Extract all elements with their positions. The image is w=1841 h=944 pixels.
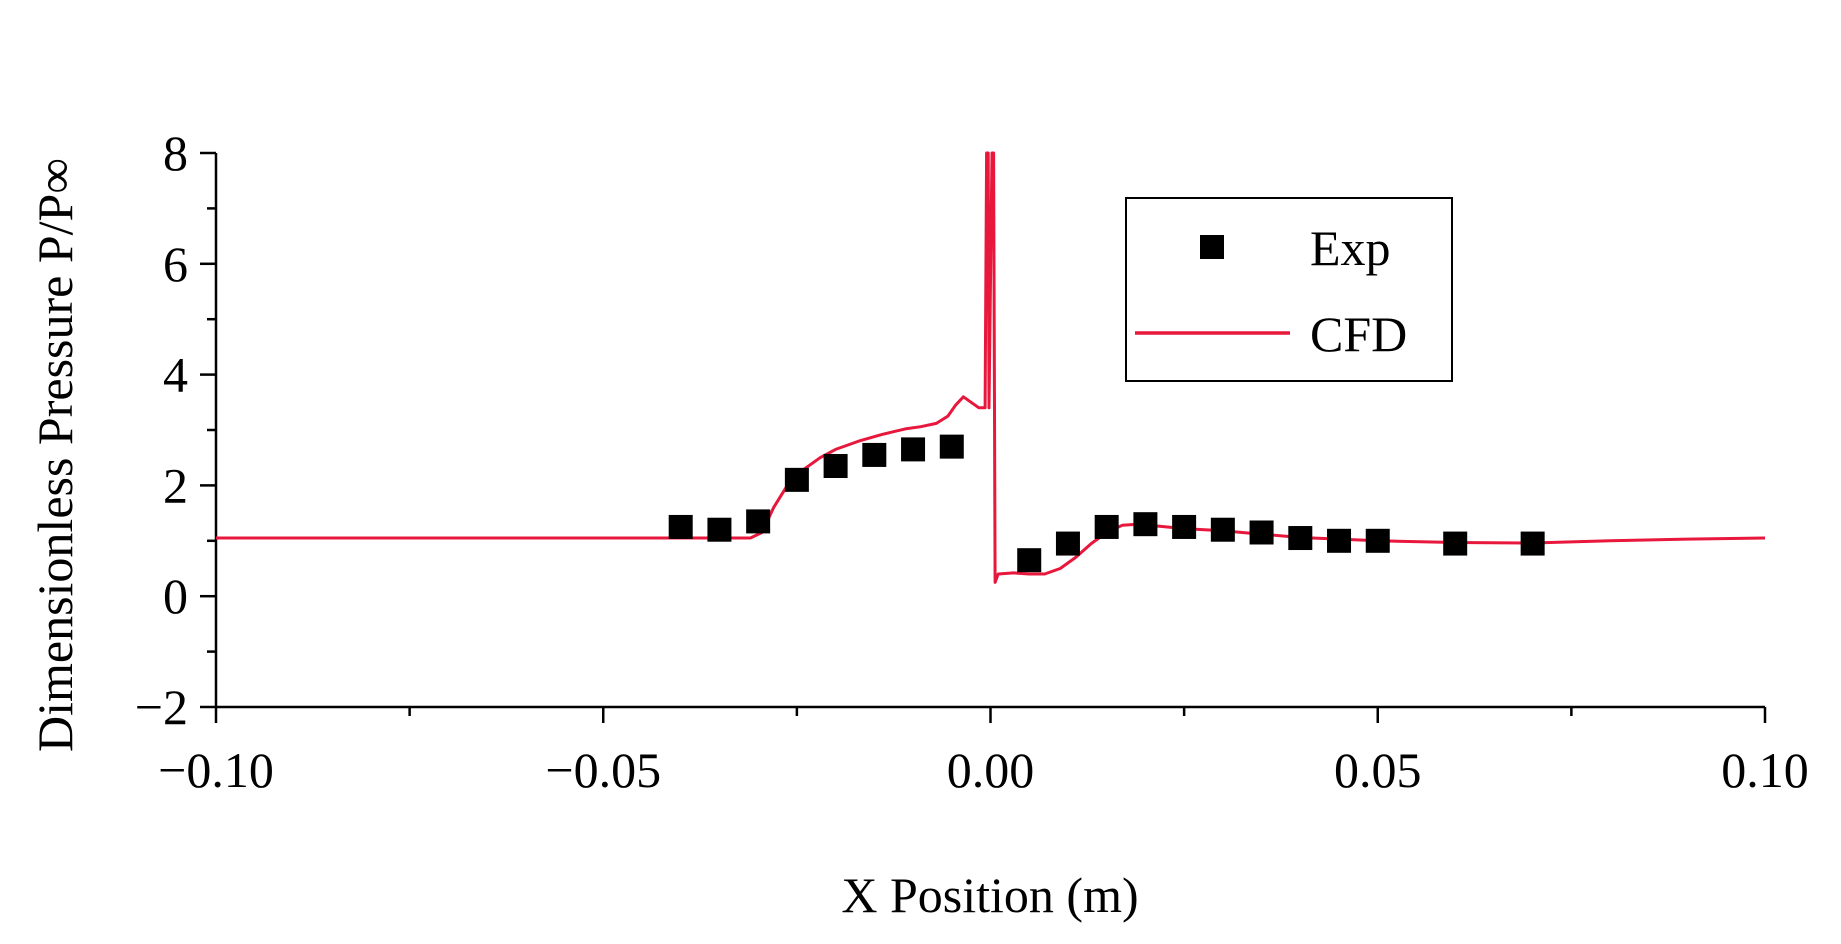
- legend-box: [1125, 197, 1453, 382]
- legend-exp-label: Exp: [1310, 220, 1391, 276]
- x-axis-title: X Position (m): [841, 867, 1138, 923]
- y-tick-label: 4: [163, 347, 188, 403]
- exp-data-point: [1288, 526, 1313, 551]
- x-tick-label: −0.05: [545, 742, 661, 798]
- legend: Exp CFD: [1125, 197, 1453, 382]
- exp-data-point: [1327, 528, 1352, 553]
- axes: −0.10 −0.05 0.00 0.05 0.10 −2 0 2 4 6 8: [135, 125, 1809, 798]
- exp-data-point: [1172, 514, 1197, 539]
- exp-data-point: [1094, 514, 1119, 539]
- exp-data-point: [784, 467, 809, 492]
- y-tick-label: 0: [163, 568, 188, 624]
- y-axis-title: Dimensionless Pressure P/P∞: [27, 158, 83, 752]
- exp-data-point: [1210, 517, 1235, 542]
- exp-data-point: [746, 509, 771, 534]
- x-tick-label: 0.05: [1334, 742, 1422, 798]
- exp-data-point: [901, 437, 926, 462]
- exp-data-point: [668, 514, 693, 539]
- y-tick-label: 2: [163, 457, 188, 513]
- exp-data-point: [1055, 531, 1080, 556]
- exp-data-point: [1520, 531, 1545, 556]
- x-tick-label: 0.10: [1721, 742, 1809, 798]
- y-tick-label: 6: [163, 236, 188, 292]
- x-tick-label: −0.10: [158, 742, 274, 798]
- exp-data-point: [1133, 512, 1158, 537]
- axis-labels: X Position (m) Dimensionless Pressure P/…: [27, 158, 1139, 923]
- exp-data-point: [939, 434, 964, 459]
- legend-exp-marker: [1200, 235, 1224, 259]
- exp-data-point: [1443, 531, 1468, 556]
- exp-data-point: [823, 454, 848, 479]
- exp-data-point: [1017, 548, 1042, 573]
- cfd-series-line: [216, 151, 1766, 584]
- legend-cfd-label: CFD: [1310, 306, 1407, 362]
- y-tick-label: 8: [163, 125, 188, 181]
- exp-data-point: [707, 517, 732, 542]
- exp-data-point: [1365, 528, 1390, 553]
- exp-data-point: [862, 442, 887, 467]
- y-tick-label: −2: [135, 679, 188, 735]
- x-tick-label: 0.00: [947, 742, 1035, 798]
- plot-area: [216, 151, 1766, 584]
- exp-data-point: [1249, 520, 1274, 545]
